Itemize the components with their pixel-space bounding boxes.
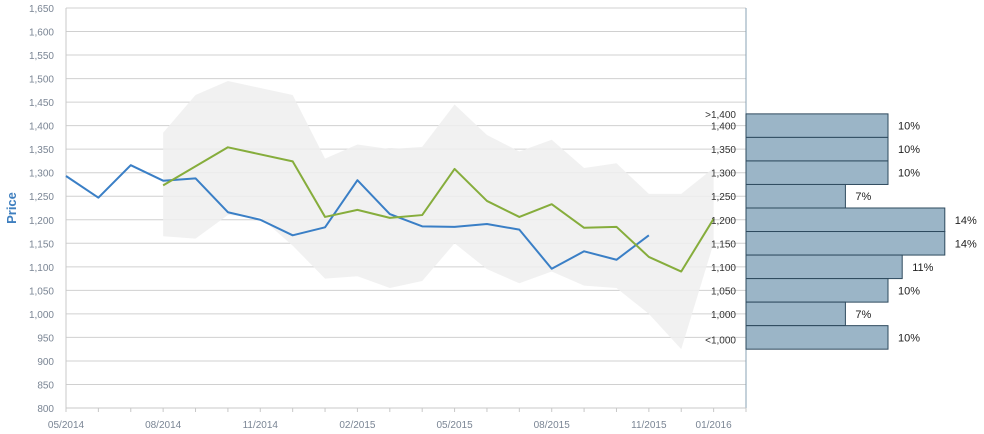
x-tick-label: 05/2014 [48,420,85,431]
histogram-bin-label: 1,100 [711,263,736,274]
histogram-bin-label: 1,150 [711,239,736,250]
x-tick-label: 08/2015 [534,420,571,431]
y-tick-label: 1,550 [29,51,54,62]
y-tick-label: 950 [37,333,54,344]
y-tick-label: 1,350 [29,145,54,156]
histogram-percent-label: 10% [898,121,920,133]
y-tick-label: 1,300 [29,169,54,180]
histogram-percent-label: 10% [898,332,920,344]
y-tick-label: 1,050 [29,286,54,297]
histogram-bin-label: <1,000 [705,335,736,346]
histogram-bar [745,136,889,162]
histogram-bar [745,113,889,138]
y-tick-label: 1,500 [29,75,54,86]
y-tick-label: 1,600 [29,28,54,39]
x-tick-label: 11/2014 [243,420,279,431]
y-tick-label: 900 [37,357,54,368]
histogram-bar [745,301,846,327]
histogram-bar [745,207,946,233]
histogram-bin-label: 1,250 [711,192,736,203]
y-tick-label: 1,450 [29,98,54,109]
histogram-percent-label: 10% [898,168,920,180]
y-tick-label: 850 [37,380,54,391]
histogram-bin-label: 1,050 [711,286,736,297]
y-tick-label: 1,650 [29,4,54,15]
y-tick-label: 1,150 [29,239,54,250]
histogram-bin-label: 1,000 [711,310,736,321]
x-tick-label: 05/2015 [436,420,473,431]
histogram-bin-label: 1,350 [711,145,736,156]
y-tick-label: 800 [37,404,54,415]
histogram-bar [745,278,889,303]
x-tick-label: 08/2014 [145,420,182,431]
y-tick-label: 1,200 [29,216,54,227]
x-tick-label: 11/2015 [631,420,667,431]
histogram-bin-label: >1,400 [705,110,736,121]
histogram-percent-label: 14% [955,215,977,227]
forecast-line [162,146,715,273]
series [65,146,715,273]
histogram-percent-label: 10% [898,144,920,156]
histogram-bar [745,254,903,280]
y-axis-label: Price [4,192,19,224]
y-tick-label: 1,100 [29,263,54,274]
histogram-percent-label: 7% [855,309,871,321]
y-tick-label: 1,000 [29,310,54,321]
histogram-percent-label: 7% [855,191,871,203]
histogram-bin-label: 1,300 [711,169,736,180]
histogram-bar [745,160,889,185]
x-tick-label: 02/2015 [339,420,376,431]
histogram-percent-label: 14% [955,238,977,250]
x-tick-label: 01/2016 [696,420,733,431]
forecast-range-area [163,80,714,350]
y-tick-label: 1,400 [29,122,54,133]
forecast-band [163,80,714,350]
histogram-bar [745,325,889,350]
axes: 800 850 900 950 1,000 1,050 1,100 1,150 1,200 1,2… [29,4,747,431]
histogram-bin-label: 1,200 [711,216,736,227]
histogram-percent-label: 10% [898,285,920,297]
histogram-bar [745,183,846,209]
histogram-percent-label: 11% [912,262,933,274]
histogram-bar [745,231,946,256]
y-tick-label: 1,250 [29,192,54,203]
histogram-bin-label: 1,400 [711,122,736,133]
